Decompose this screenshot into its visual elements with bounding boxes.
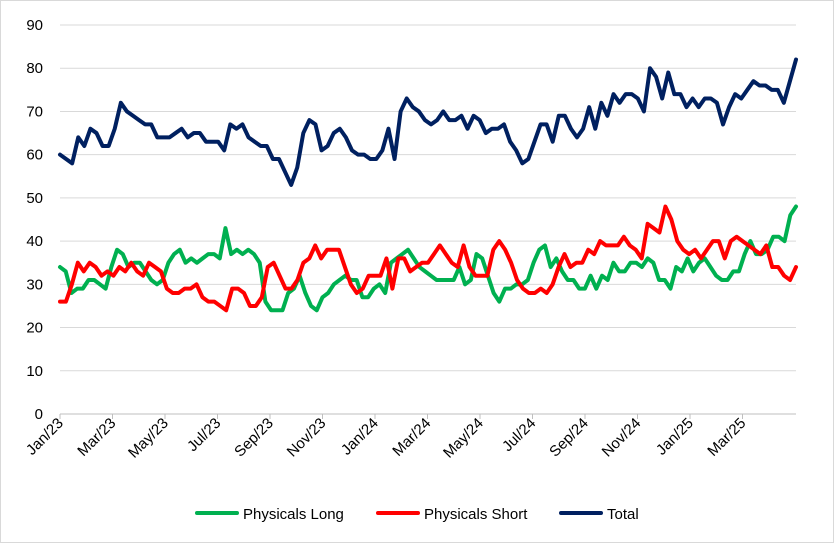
x-tick-label: Jul/23 bbox=[184, 415, 224, 455]
legend-label-total: Total bbox=[607, 506, 639, 523]
legend-label-physicals-long: Physicals Long bbox=[243, 506, 344, 523]
y-tick-label: 90 bbox=[26, 17, 43, 34]
y-tick-label: 0 bbox=[35, 406, 43, 423]
x-tick-label: Mar/25 bbox=[704, 415, 749, 460]
legend-label-physicals-short: Physicals Short bbox=[424, 506, 528, 523]
y-tick-label: 60 bbox=[26, 147, 43, 164]
series-line-physicals-long bbox=[58, 204, 798, 313]
x-tick-label: Jan/23 bbox=[23, 415, 67, 459]
series-line-physicals-short bbox=[58, 204, 798, 313]
y-axis-ticks: 0 10 20 30 40 50 60 70 80 90 bbox=[26, 17, 43, 423]
y-tick-label: 70 bbox=[26, 103, 43, 120]
y-tick-label: 50 bbox=[26, 190, 43, 207]
gridlines bbox=[60, 24, 796, 372]
x-tick-label: Sep/24 bbox=[546, 415, 592, 461]
x-tick-label: May/24 bbox=[440, 415, 487, 462]
x-tick-label: Jan/25 bbox=[653, 415, 697, 459]
x-tick-label: Mar/24 bbox=[389, 415, 434, 460]
x-tick-label: Nov/23 bbox=[284, 415, 330, 461]
y-tick-label: 40 bbox=[26, 233, 43, 250]
x-tick-label: Nov/24 bbox=[599, 415, 645, 461]
x-tick-label: Jul/24 bbox=[499, 415, 539, 455]
legend: Physicals Long Physicals Short Total bbox=[195, 506, 639, 523]
series-line-total bbox=[58, 57, 798, 187]
y-tick-label: 80 bbox=[26, 60, 43, 77]
x-tick-label: Sep/23 bbox=[231, 415, 277, 461]
y-tick-label: 10 bbox=[26, 363, 43, 380]
x-axis-ticks: Jan/23 Mar/23 May/23 Jul/23 Sep/23 Nov/23 Jan/… bbox=[23, 414, 749, 462]
x-tick-label: Jan/24 bbox=[338, 415, 382, 459]
series-lines bbox=[58, 57, 798, 313]
y-tick-label: 30 bbox=[26, 276, 43, 293]
x-tick-label: May/23 bbox=[125, 415, 172, 462]
x-tick-label: Mar/23 bbox=[74, 415, 119, 460]
y-tick-label: 20 bbox=[26, 320, 43, 337]
